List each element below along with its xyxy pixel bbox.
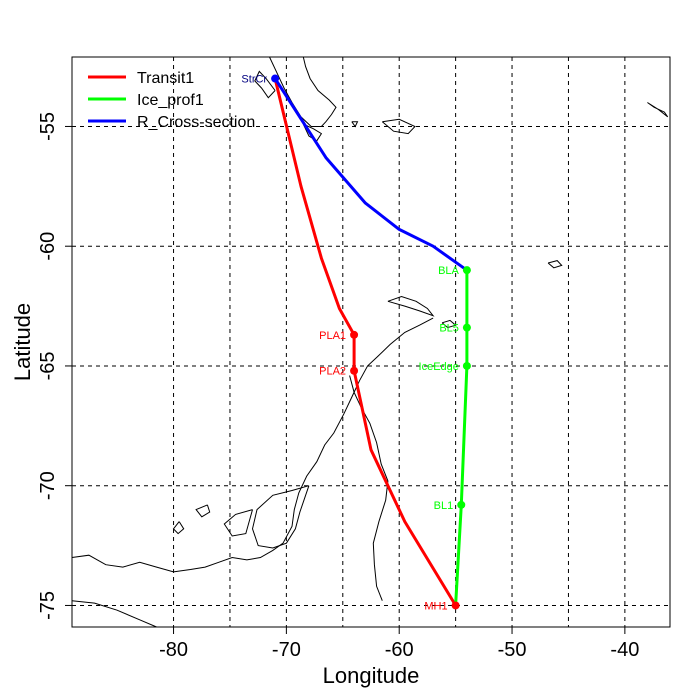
legend-entry-label: R_Cross-section bbox=[137, 114, 255, 131]
y-tick-label: -65 bbox=[37, 351, 59, 380]
coastlines bbox=[71, 56, 669, 628]
x-tick-label: -80 bbox=[159, 639, 188, 661]
station-marker bbox=[462, 323, 471, 332]
station-label: PLA1 bbox=[319, 330, 346, 342]
y-tick-label: -55 bbox=[37, 112, 59, 141]
station-marker bbox=[271, 74, 280, 83]
station-label: MH1 bbox=[424, 600, 447, 612]
x-tick-label: -40 bbox=[610, 639, 639, 661]
coastline bbox=[195, 504, 211, 518]
x-tick-label: -50 bbox=[498, 639, 527, 661]
route-lines bbox=[273, 77, 469, 607]
station-marker bbox=[350, 366, 359, 375]
coastline bbox=[71, 600, 157, 628]
y-tick-label: -75 bbox=[37, 591, 59, 620]
coastline bbox=[172, 521, 185, 535]
legend-entry-label: Ice_prof1 bbox=[137, 92, 204, 109]
x-axis-ticks: -80 -70 -60 -50 -40 bbox=[159, 627, 639, 661]
station-marker bbox=[462, 266, 471, 275]
coastline bbox=[349, 375, 389, 601]
route-line bbox=[273, 77, 458, 607]
station-marker bbox=[350, 330, 359, 339]
coastline bbox=[251, 485, 310, 549]
station-label: IceEdge bbox=[419, 361, 459, 373]
coastline bbox=[647, 102, 669, 118]
coastline bbox=[441, 319, 457, 329]
station-label: BLA bbox=[438, 265, 459, 277]
station-marker bbox=[457, 500, 466, 509]
x-tick-label: -60 bbox=[385, 639, 414, 661]
legend-entry-label: Transit1 bbox=[137, 70, 194, 87]
coastline bbox=[547, 260, 563, 269]
route-line bbox=[273, 77, 469, 272]
station-marker bbox=[451, 601, 460, 610]
coastline bbox=[387, 295, 435, 317]
grid-lines bbox=[72, 57, 670, 627]
station-label: BL1 bbox=[434, 500, 454, 512]
station-label: StrCr bbox=[241, 74, 267, 86]
station-markers: StrCr PLA1 PLA2 MH1 BLA BL5 IceEdge BL1 bbox=[241, 74, 471, 612]
y-axis-ticks: -55 -60 -65 -70 -75 bbox=[37, 112, 72, 620]
coastline bbox=[269, 56, 337, 127]
route-line bbox=[454, 268, 469, 607]
y-tick-label: -70 bbox=[37, 471, 59, 500]
legend: Transit1 Ice_prof1 R_Cross-section bbox=[88, 70, 255, 131]
station-marker bbox=[462, 361, 471, 370]
x-axis-label: Longitude bbox=[323, 663, 420, 688]
plot-frame bbox=[71, 56, 671, 628]
coastline bbox=[381, 118, 416, 135]
x-tick-label: -70 bbox=[272, 639, 301, 661]
coastline bbox=[302, 123, 323, 142]
station-label: PLA2 bbox=[319, 366, 346, 378]
coastline bbox=[254, 70, 276, 99]
y-tick-label: -60 bbox=[37, 232, 59, 261]
station-label: BL5 bbox=[439, 323, 459, 335]
coastline bbox=[223, 509, 253, 537]
coastline bbox=[351, 121, 359, 128]
y-axis-label: Latitude bbox=[10, 303, 35, 381]
coastline bbox=[71, 317, 434, 573]
